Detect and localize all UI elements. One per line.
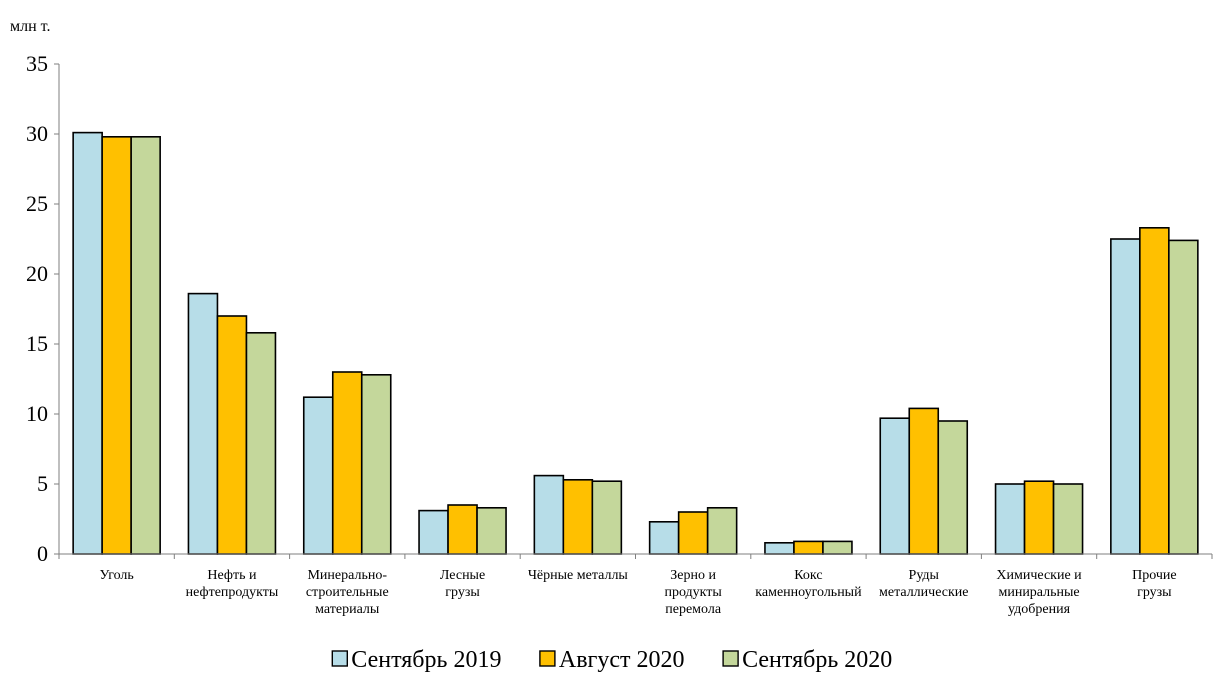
bar xyxy=(677,511,709,555)
bar xyxy=(879,417,911,555)
bar xyxy=(1110,238,1141,555)
legend-swatch xyxy=(331,650,348,667)
bar xyxy=(706,506,738,555)
bar xyxy=(101,136,132,555)
y-tick-label: 15 xyxy=(26,331,48,356)
bar xyxy=(360,373,392,555)
x-tick-label: Минерально-строительные материалы xyxy=(306,568,389,617)
legend-swatch xyxy=(539,650,556,667)
bar xyxy=(793,540,824,555)
bar xyxy=(994,483,1026,555)
bar xyxy=(130,136,161,555)
bar xyxy=(418,509,449,555)
bar xyxy=(1168,239,1199,555)
y-axis-label: млн т. xyxy=(10,18,50,35)
legend-label: Сентябрь 2019 xyxy=(351,647,501,673)
x-tick-label: Химические и миниральные удобрения xyxy=(996,568,1082,617)
x-tick-label: Нефть и нефтепродукты xyxy=(186,568,279,600)
bar xyxy=(331,371,363,555)
y-tick-label: 20 xyxy=(26,261,48,286)
x-tick-label: Зерно и продукты перемола xyxy=(664,568,722,617)
y-tick-label: 25 xyxy=(26,191,48,216)
y-tick-label: 30 xyxy=(26,121,48,146)
bar xyxy=(1023,480,1055,555)
bar xyxy=(1139,227,1170,555)
bar xyxy=(533,474,565,555)
x-tick-label: Чёрные металлы xyxy=(528,568,629,583)
bar xyxy=(447,504,478,555)
y-tick-label: 35 xyxy=(26,51,48,76)
bar xyxy=(591,480,623,555)
bar xyxy=(822,540,853,555)
bar xyxy=(648,520,680,555)
bar xyxy=(187,292,219,555)
x-tick-label: Кокс каменноугольный xyxy=(755,568,862,600)
bar xyxy=(302,396,334,555)
bars xyxy=(72,131,1199,555)
x-tick-label: Лесные грузы xyxy=(440,568,485,600)
y-tick-label: 0 xyxy=(37,541,48,566)
bar xyxy=(908,407,940,555)
bar xyxy=(476,506,507,555)
bar xyxy=(1052,483,1084,555)
x-tick-label: Прочие грузы xyxy=(1132,568,1177,600)
y-axis: 0 5 10 15 20 25 30 35 xyxy=(26,51,60,566)
legend-label: Сентябрь 2020 xyxy=(742,647,892,673)
bar xyxy=(216,315,248,555)
x-tick-label: Уголь xyxy=(100,568,134,583)
bar xyxy=(72,131,103,555)
bar xyxy=(764,541,795,555)
legend-label: Август 2020 xyxy=(559,647,685,673)
y-tick-label: 5 xyxy=(37,471,48,496)
y-tick-label: 10 xyxy=(26,401,48,426)
bar xyxy=(562,478,594,555)
x-axis: Уголь Нефть и нефтепродукты Минерально-стро… xyxy=(58,553,1213,617)
legend: Сентябрь 2019 Август 2020 Сентябрь 2020 xyxy=(331,647,892,673)
legend-swatch xyxy=(722,650,739,667)
bar xyxy=(937,420,969,555)
bar xyxy=(245,331,277,555)
x-tick-label: Руды металлические xyxy=(879,568,969,600)
